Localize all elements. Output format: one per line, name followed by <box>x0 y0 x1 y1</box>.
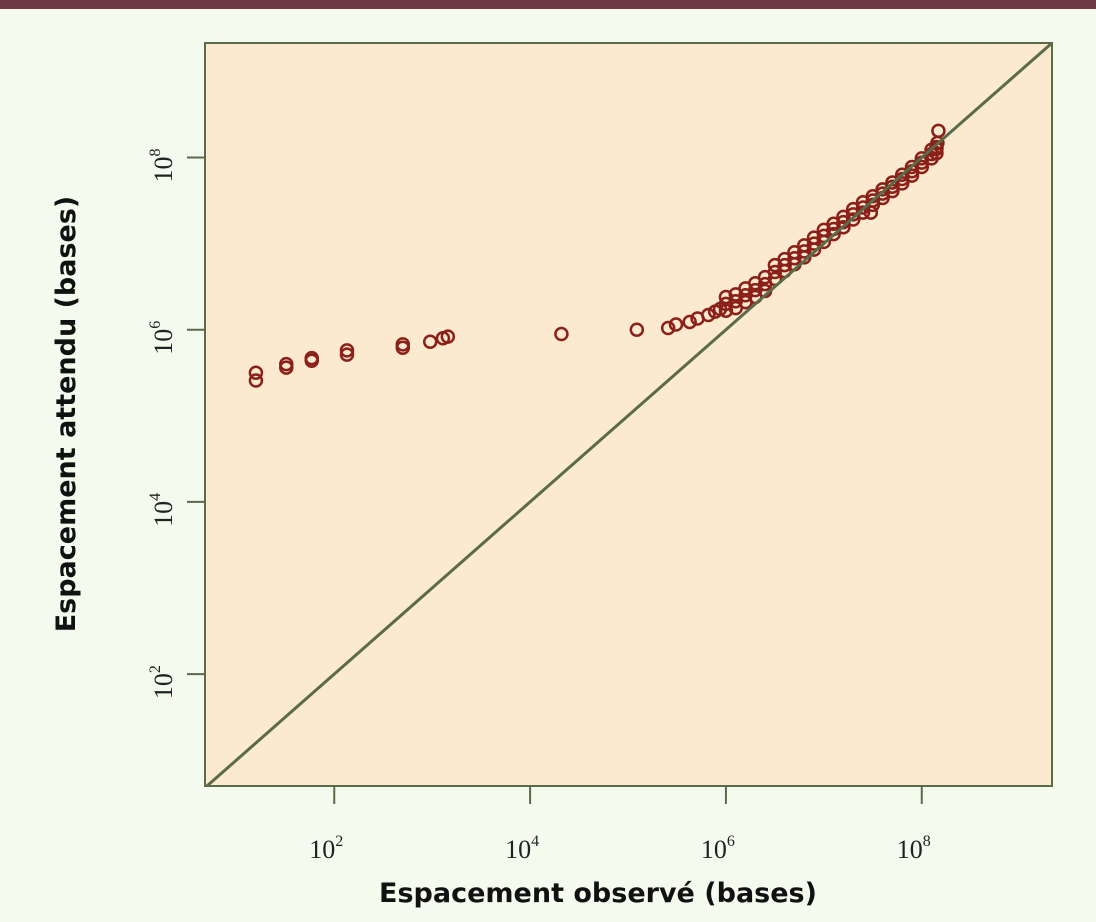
x-tick-label: 108 <box>897 833 931 864</box>
plot-frame <box>204 42 1053 787</box>
data-point <box>701 307 716 323</box>
x-axis: 102 104 106 108 <box>309 786 931 864</box>
data-point <box>836 219 851 235</box>
data-point <box>668 317 684 332</box>
data-point <box>422 334 438 349</box>
y-tick-label: 108 <box>147 149 178 183</box>
data-point <box>440 329 456 344</box>
data-point <box>863 205 879 220</box>
data-point <box>931 123 946 139</box>
x-tick-label: 104 <box>505 833 539 864</box>
data-point <box>339 343 355 358</box>
data-point <box>929 145 944 161</box>
x-tick-label: 106 <box>701 833 735 864</box>
data-point <box>894 176 910 191</box>
y-axis: 102 104 106 108 <box>147 149 205 699</box>
data-point <box>682 314 697 330</box>
data-point <box>279 360 294 375</box>
data-point <box>826 226 841 242</box>
data-point <box>914 159 930 175</box>
y-tick-label: 102 <box>147 665 178 699</box>
data-point <box>787 250 802 266</box>
top-bar <box>0 0 1096 9</box>
data-point <box>248 373 264 388</box>
reference-line-y-equals-x <box>205 41 1053 788</box>
data-point <box>660 320 676 336</box>
data-point <box>767 264 783 280</box>
data-point <box>554 326 569 342</box>
x-tick-label: 102 <box>309 833 343 864</box>
data-point <box>718 303 734 319</box>
data-point <box>339 347 355 362</box>
data-point <box>304 353 319 368</box>
data-point <box>836 209 851 225</box>
x-axis-title: Espacement observé (bases) <box>379 878 817 909</box>
y-axis-title: Espacement attendu (bases) <box>51 196 82 633</box>
data-point <box>845 212 861 227</box>
data-point <box>777 257 792 273</box>
data-point <box>629 322 645 337</box>
data-point <box>904 168 920 183</box>
y-tick-label: 106 <box>147 321 178 355</box>
data-point <box>797 244 812 259</box>
y-tick-label: 104 <box>147 493 178 527</box>
data-point <box>248 365 264 380</box>
data-point <box>395 340 411 356</box>
data-point <box>806 236 822 251</box>
data-points <box>248 123 946 388</box>
data-point <box>875 186 890 201</box>
data-point <box>875 182 890 197</box>
